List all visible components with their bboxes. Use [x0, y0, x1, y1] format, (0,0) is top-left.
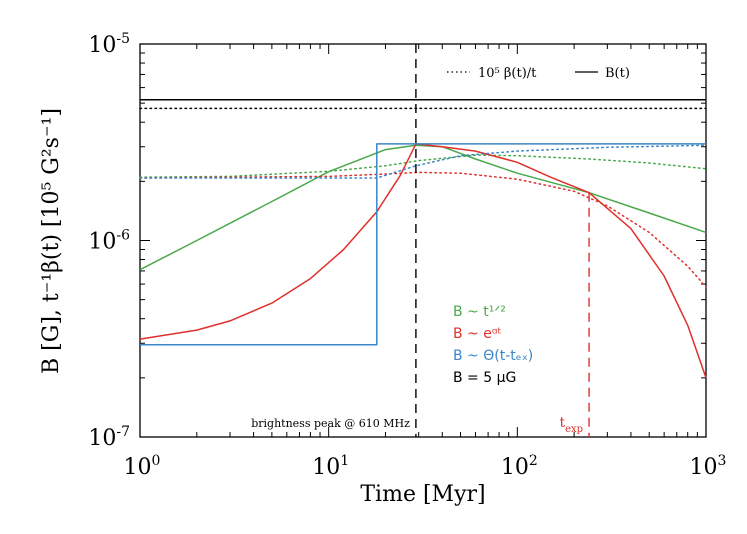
model-label-theta: B ~ Θ(t-tₑₓ)	[453, 348, 533, 364]
peak-label: brightness peak @ 610 MHz	[251, 417, 410, 430]
annotations: brightness peak @ 610 MHz texp	[251, 44, 590, 437]
y-tick-label: 10-7	[88, 424, 130, 451]
legend-solid-label: B(t)	[605, 66, 630, 81]
texp-label: texp	[559, 415, 583, 435]
x-tick-label: 102	[501, 453, 538, 480]
y-tick-label: 10-5	[88, 31, 130, 58]
model-label-exp: B ~ eᵅᵗ	[453, 326, 502, 342]
series-line-dotted	[139, 171, 707, 288]
x-tick-label: 103	[690, 453, 727, 480]
x-tick-label: 100	[124, 453, 161, 480]
x-tick-label: 101	[312, 453, 349, 480]
legend-dotted-label: 10⁵ β(t)/t	[478, 66, 537, 81]
y-tick-label: 10-6	[88, 228, 130, 255]
series-line-solid	[140, 143, 706, 346]
plot-frame	[139, 43, 707, 438]
series-line-dotted	[139, 154, 707, 178]
model-label-t-half: B ~ t¹ᐟ²	[453, 304, 506, 320]
series-line-solid	[139, 143, 707, 379]
legend: 10⁵ β(t)/t B(t)	[447, 66, 630, 81]
model-labels: B ~ t¹ᐟ² B ~ eᵅᵗ B ~ Θ(t-tₑₓ) B = 5 μG	[453, 304, 533, 386]
model-label-constant: B = 5 μG	[453, 370, 516, 386]
series-lines	[139, 99, 707, 379]
series-line-dotted	[139, 144, 707, 179]
ticks	[139, 43, 707, 438]
x-axis-title: Time [Myr]	[360, 482, 485, 507]
tick-labels: 100 101 102 103 10-7 10-6 10-5	[88, 31, 726, 480]
y-axis-title: B [G], t⁻¹β(t) [10⁵ G²s⁻¹]	[39, 108, 64, 374]
